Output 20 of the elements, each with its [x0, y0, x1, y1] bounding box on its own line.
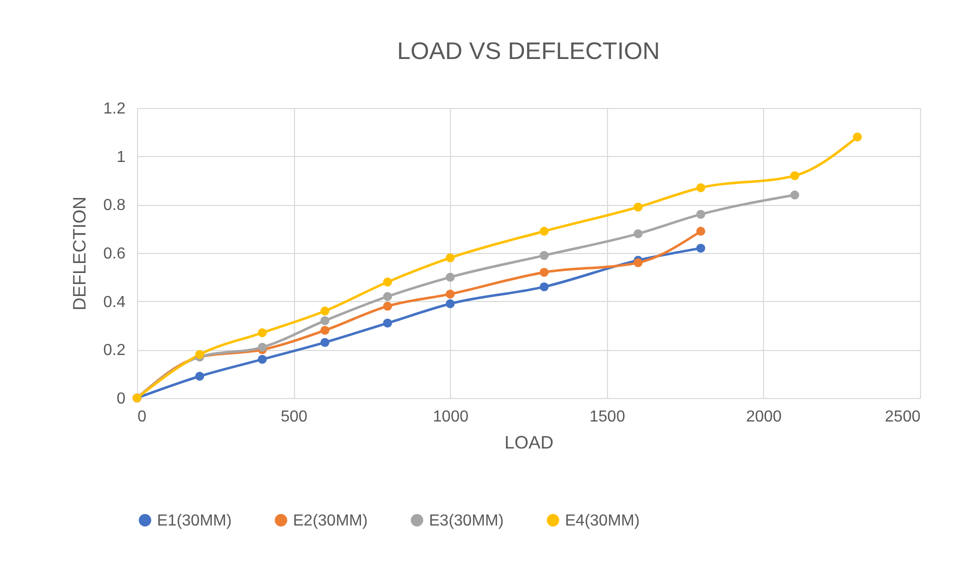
x-tick-label: 2000 [746, 408, 782, 426]
x-tick-label: 2500 [884, 408, 921, 426]
y-tick-label: 0.8 [103, 197, 126, 214]
y-tick-label: 0.2 [103, 342, 126, 360]
y-tick-label: 0.6 [103, 246, 126, 262]
legend-label: E2(30MM) [293, 512, 368, 530]
y-tick-label: 0 [116, 390, 126, 408]
x-tick-label: 1500 [590, 408, 626, 426]
y-tick-label: 1.2 [103, 100, 126, 118]
chart-title: LOAD VS DEFLECTION [397, 38, 660, 65]
y-axis-title: DEFLECTION [69, 196, 90, 311]
legend-label: E1(30MM) [157, 512, 232, 530]
x-tick-label: 500 [280, 408, 308, 426]
x-tick-label: 0 [138, 408, 146, 426]
x-axis-title: LOAD [504, 432, 554, 452]
y-tick-label: 0.4 [103, 294, 126, 311]
legend-label: E4(30MM) [565, 512, 640, 530]
x-tick-label: 1000 [432, 408, 469, 426]
y-tick-label: 1 [116, 148, 126, 166]
legend-label: E3(30MM) [429, 512, 504, 530]
